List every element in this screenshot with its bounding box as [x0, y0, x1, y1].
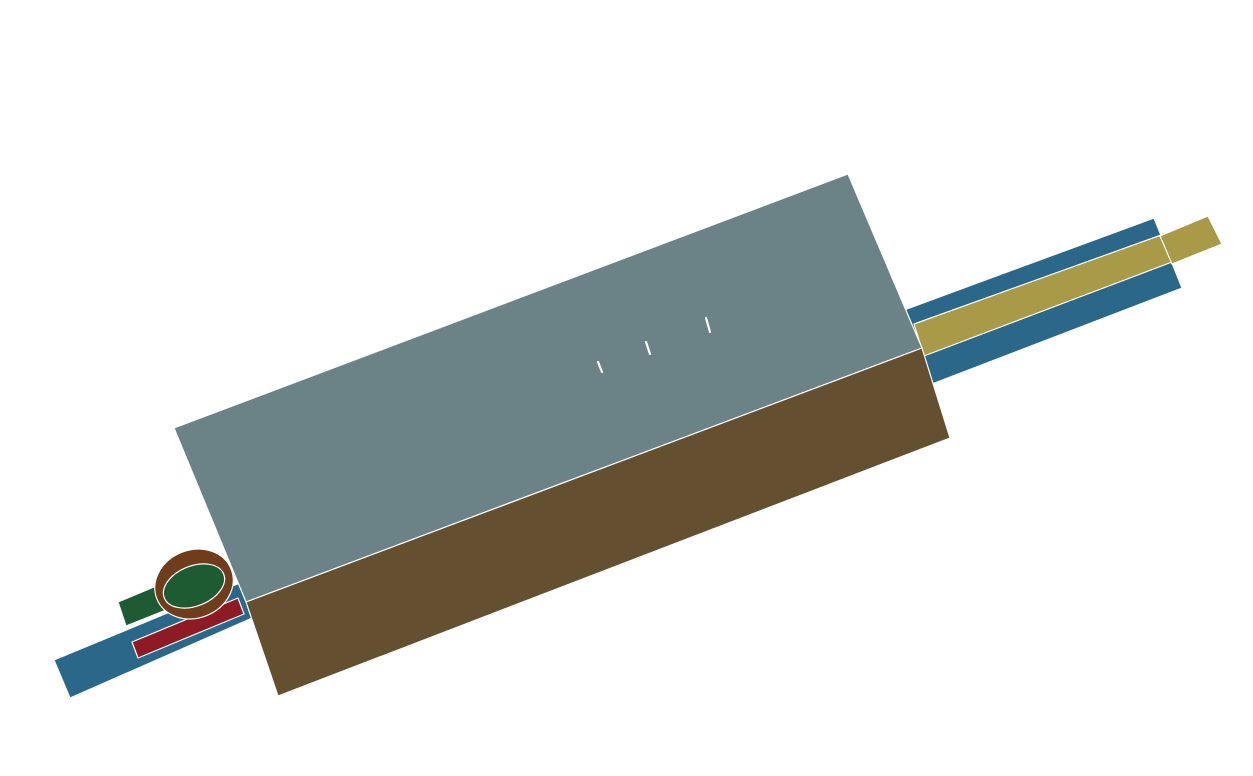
tick-mark	[704, 316, 712, 334]
tick-mark	[644, 340, 652, 356]
left-ring	[154, 548, 234, 620]
right-shaft-tip	[1159, 215, 1223, 265]
tick-marks	[596, 316, 712, 374]
main-body-bottom-face	[245, 347, 951, 697]
tick-mark	[596, 360, 604, 374]
left-ring-inner	[162, 563, 226, 609]
